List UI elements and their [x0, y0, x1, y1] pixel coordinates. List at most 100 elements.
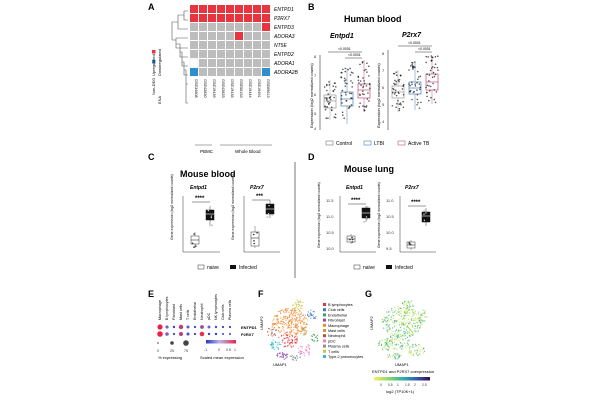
- umap-cell: [405, 309, 407, 311]
- svg-text:6: 6: [382, 85, 385, 90]
- umap-cell: [409, 352, 412, 354]
- umap-cell: [273, 327, 275, 329]
- heatmap-cell: [253, 23, 261, 31]
- umap-cell: [304, 331, 306, 333]
- umap-cell: [294, 336, 296, 338]
- legend-downregulated: Downregulated: [157, 49, 162, 76]
- heatmap-cell: [244, 41, 252, 49]
- umap-cell: [295, 304, 297, 306]
- b-point: [427, 99, 430, 102]
- umap-cell: [286, 356, 288, 358]
- d-legend-infected: Infected: [395, 265, 413, 271]
- umap-cell: [304, 352, 306, 354]
- umap-cell: [393, 321, 395, 323]
- umap-cell: [383, 346, 385, 348]
- umap-cell: [403, 321, 405, 323]
- umap-cell: [378, 341, 380, 344]
- umap-cell: [400, 317, 402, 319]
- umap-cell: [405, 300, 407, 302]
- umap-cell: [390, 336, 392, 338]
- e-celltype-label: NK lymphocytes: [214, 294, 218, 320]
- umap-cell: [312, 339, 314, 342]
- b-point: [397, 79, 400, 81]
- b-pval-4: <0.0001: [418, 47, 431, 51]
- umap-cell: [402, 344, 404, 347]
- umap-cell: [415, 344, 417, 347]
- umap-cell: [284, 332, 286, 334]
- umap-cell: [287, 342, 289, 344]
- umap-cell: [388, 348, 390, 350]
- umap-cell: [391, 315, 393, 317]
- e-dot: [178, 324, 184, 330]
- umap-cell: [299, 310, 301, 312]
- umap-cell: [385, 324, 387, 326]
- c-boxplots: [190, 200, 275, 248]
- e-color-scale: [206, 340, 236, 344]
- heatmap-cell: [262, 68, 270, 76]
- umap-cell: [391, 313, 394, 315]
- svg-text:10.0: 10.0: [326, 246, 335, 251]
- umap-cell: [294, 313, 296, 315]
- umap-cell: [292, 357, 294, 359]
- umap-cell: [289, 332, 291, 334]
- umap-cell: [391, 307, 394, 310]
- umap-cell: [419, 317, 421, 319]
- heatmap-cell: [244, 23, 252, 31]
- b-point: [362, 105, 364, 107]
- umap-cell: [412, 346, 414, 348]
- umap-cell: [301, 320, 303, 322]
- umap-cell: [411, 345, 414, 347]
- box-point: [271, 214, 274, 216]
- box-point: [211, 224, 213, 227]
- umap-cell: [291, 310, 293, 312]
- umap-cell: [393, 338, 396, 340]
- heatmap-cell: [262, 59, 270, 67]
- heatmap-cell: [262, 41, 270, 49]
- umap-cell: [415, 353, 417, 355]
- heatmap-cell: [253, 5, 261, 13]
- umap-cell: [286, 345, 289, 347]
- umap-cell: [388, 346, 390, 348]
- umap-cell: [393, 341, 395, 343]
- b-point: [323, 86, 326, 88]
- umap-cell: [400, 313, 402, 315]
- umap-cell: [299, 300, 301, 303]
- b-point: [344, 67, 347, 70]
- b-point: [341, 111, 344, 114]
- umap-cell: [298, 309, 301, 312]
- b-point: [341, 102, 343, 104]
- b-point: [330, 106, 333, 109]
- umap-cell: [412, 343, 414, 346]
- umap-cell: [411, 324, 413, 326]
- e-dot: [165, 332, 169, 336]
- umap-cell: [389, 311, 391, 313]
- umap-cell: [308, 347, 311, 350]
- b-point: [431, 56, 434, 59]
- b-pval-1: <0.0001: [338, 47, 351, 51]
- umap-cell: [408, 308, 410, 310]
- umap-cell: [314, 317, 316, 319]
- umap-cell: [281, 320, 283, 322]
- heatmap-cell: [244, 5, 252, 13]
- umap-cell: [281, 341, 283, 343]
- umap-cell: [299, 313, 301, 316]
- umap-cell: [304, 317, 306, 319]
- umap-cell: [384, 341, 387, 344]
- umap-cell: [294, 323, 296, 325]
- b-point: [363, 80, 365, 82]
- umap-cell: [388, 314, 390, 317]
- umap-cell: [397, 334, 399, 336]
- umap-cell: [421, 315, 423, 317]
- panel-d-title: Mouse lung: [344, 164, 394, 174]
- umap-cell: [399, 338, 402, 340]
- umap-cell: [407, 331, 409, 333]
- b-point: [324, 108, 327, 111]
- b-point: [395, 106, 397, 109]
- b-point: [391, 91, 394, 94]
- umap-cell: [279, 322, 282, 325]
- umap-cell: [299, 345, 302, 348]
- f-legend-swatch: [323, 339, 326, 343]
- umap-cell: [283, 312, 285, 314]
- umap-cell: [305, 323, 308, 325]
- box-point: [365, 216, 368, 218]
